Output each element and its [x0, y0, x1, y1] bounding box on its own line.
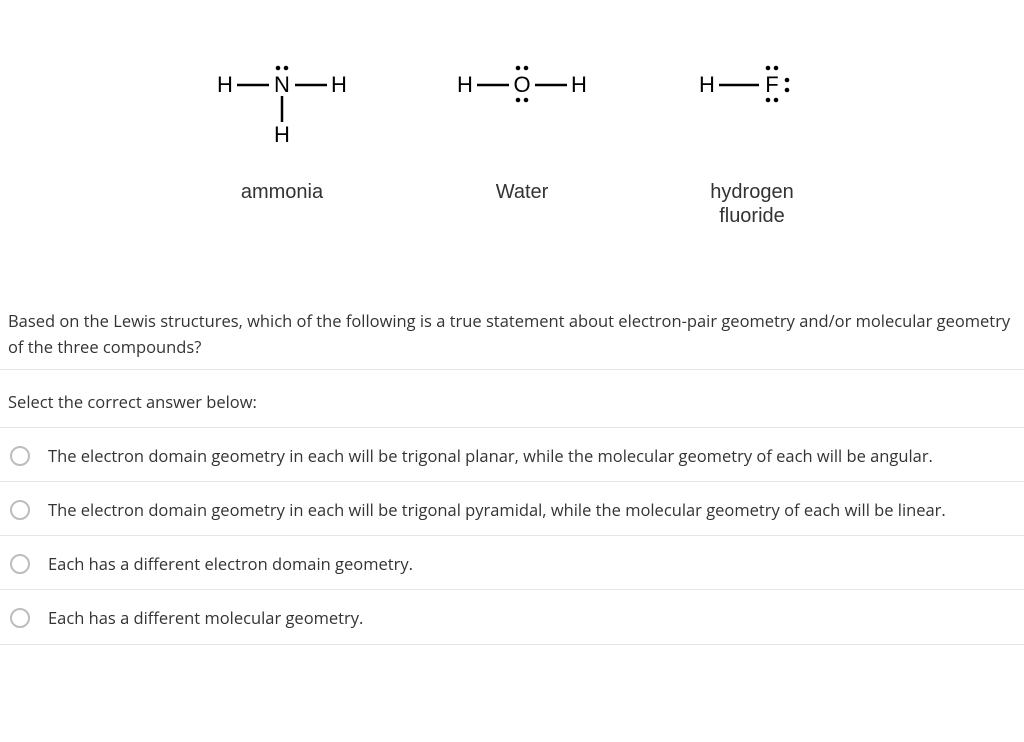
atom-n: N	[274, 72, 290, 97]
option-text: The electron domain geometry in each wil…	[48, 498, 946, 521]
option-text: Each has a different electron domain geo…	[48, 552, 413, 575]
option-3[interactable]: Each has a different molecular geometry.	[0, 590, 1024, 644]
molecule-water: H O H Water	[447, 60, 597, 228]
atom-o: O	[513, 72, 530, 97]
radio-icon	[10, 608, 30, 628]
label-hf: hydrogen fluoride	[710, 180, 793, 228]
atom-h-left: H	[699, 72, 715, 97]
structure-hf: H F	[687, 60, 817, 150]
option-0[interactable]: The electron domain geometry in each wil…	[0, 428, 1024, 482]
atom-h-left: H	[217, 72, 233, 97]
atom-h-left: H	[457, 72, 473, 97]
structure-water: H O H	[447, 60, 597, 150]
molecule-hf: H F hydrogen fluoride	[687, 60, 817, 228]
radio-icon	[10, 500, 30, 520]
instruction-text: Select the correct answer below:	[0, 370, 1024, 428]
option-text: The electron domain geometry in each wil…	[48, 444, 933, 467]
radio-icon	[10, 554, 30, 574]
question-prompt: Based on the Lewis structures, which of …	[0, 298, 1024, 370]
option-2[interactable]: Each has a different electron domain geo…	[0, 536, 1024, 590]
atom-h-right: H	[331, 72, 347, 97]
water-svg: H O H	[447, 60, 597, 150]
atom-h-bottom: H	[274, 122, 290, 147]
radio-icon	[10, 446, 30, 466]
lewis-structures-row: H N H H ammonia H	[0, 0, 1024, 268]
option-1[interactable]: The electron domain geometry in each wil…	[0, 482, 1024, 536]
hf-svg: H F	[687, 60, 817, 150]
molecule-ammonia: H N H H ammonia	[207, 60, 357, 228]
atom-h-right: H	[571, 72, 587, 97]
option-text: Each has a different molecular geometry.	[48, 606, 363, 629]
label-ammonia: ammonia	[241, 180, 323, 204]
structure-ammonia: H N H H	[207, 60, 357, 150]
ammonia-svg: H N H H	[207, 60, 357, 150]
atom-f: F	[765, 72, 778, 97]
label-water: Water	[496, 180, 549, 204]
